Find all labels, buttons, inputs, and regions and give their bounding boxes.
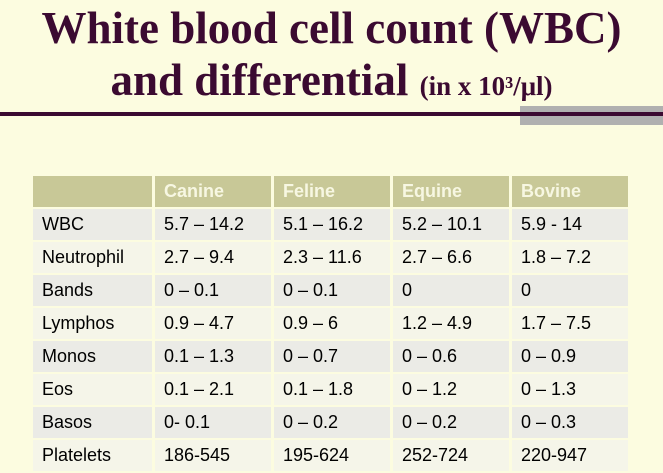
cell-lymphos-equine: 1.2 – 4.9 xyxy=(393,308,509,339)
row-label-wbc: WBC xyxy=(33,209,152,240)
cell-monos-bovine: 0 – 0.9 xyxy=(512,341,628,372)
row-label-lymphos: Lymphos xyxy=(33,308,152,339)
cell-wbc-feline: 5.1 – 16.2 xyxy=(274,209,390,240)
row-label-bands: Bands xyxy=(33,275,152,306)
cell-eos-bovine: 0 – 1.3 xyxy=(512,374,628,405)
cell-monos-equine: 0 – 0.6 xyxy=(393,341,509,372)
slide-title-line-2: and differential (in x 10³/μl) xyxy=(0,55,663,111)
title-underline-rule xyxy=(0,112,663,116)
slide-title: White blood cell count (WBC) and differe… xyxy=(0,2,663,111)
cell-monos-feline: 0 – 0.7 xyxy=(274,341,390,372)
column-header-canine: Canine xyxy=(155,176,271,207)
cell-wbc-canine: 5.7 – 14.2 xyxy=(155,209,271,240)
column-header-feline: Feline xyxy=(274,176,390,207)
cell-platelets-canine: 186-545 xyxy=(155,440,271,471)
cell-bands-equine: 0 xyxy=(393,275,509,306)
cell-monos-canine: 0.1 – 1.3 xyxy=(155,341,271,372)
cell-bands-feline: 0 – 0.1 xyxy=(274,275,390,306)
cell-platelets-bovine: 220-947 xyxy=(512,440,628,471)
column-header-empty xyxy=(33,176,152,207)
cell-basos-equine: 0 – 0.2 xyxy=(393,407,509,438)
column-header-equine: Equine xyxy=(393,176,509,207)
slide-title-line-1: White blood cell count (WBC) xyxy=(41,3,622,53)
cell-neutrophil-canine: 2.7 – 9.4 xyxy=(155,242,271,273)
cell-eos-equine: 0 – 1.2 xyxy=(393,374,509,405)
cell-bands-canine: 0 – 0.1 xyxy=(155,275,271,306)
cell-basos-canine: 0- 0.1 xyxy=(155,407,271,438)
wbc-reference-table: Canine Feline Equine Bovine WBC 5.7 – 14.2 5.1… xyxy=(33,176,628,471)
cell-basos-bovine: 0 – 0.3 xyxy=(512,407,628,438)
cell-platelets-feline: 195-624 xyxy=(274,440,390,471)
cell-bands-bovine: 0 xyxy=(512,275,628,306)
cell-lymphos-feline: 0.9 – 6 xyxy=(274,308,390,339)
cell-platelets-equine: 252-724 xyxy=(393,440,509,471)
cell-neutrophil-equine: 2.7 – 6.6 xyxy=(393,242,509,273)
cell-neutrophil-bovine: 1.8 – 7.2 xyxy=(512,242,628,273)
row-label-monos: Monos xyxy=(33,341,152,372)
column-header-bovine: Bovine xyxy=(512,176,628,207)
cell-lymphos-bovine: 1.7 – 7.5 xyxy=(512,308,628,339)
row-label-eos: Eos xyxy=(33,374,152,405)
cell-basos-feline: 0 – 0.2 xyxy=(274,407,390,438)
row-label-platelets: Platelets xyxy=(33,440,152,471)
cell-lymphos-canine: 0.9 – 4.7 xyxy=(155,308,271,339)
row-label-neutrophil: Neutrophil xyxy=(33,242,152,273)
cell-neutrophil-feline: 2.3 – 11.6 xyxy=(274,242,390,273)
row-label-basos: Basos xyxy=(33,407,152,438)
slide-title-line-2-main: and differential xyxy=(110,55,409,105)
cell-wbc-bovine: 5.9 - 14 xyxy=(512,209,628,240)
cell-eos-canine: 0.1 – 2.1 xyxy=(155,374,271,405)
cell-wbc-equine: 5.2 – 10.1 xyxy=(393,209,509,240)
cell-eos-feline: 0.1 – 1.8 xyxy=(274,374,390,405)
slide-title-unit: (in x 10³/μl) xyxy=(419,71,553,101)
